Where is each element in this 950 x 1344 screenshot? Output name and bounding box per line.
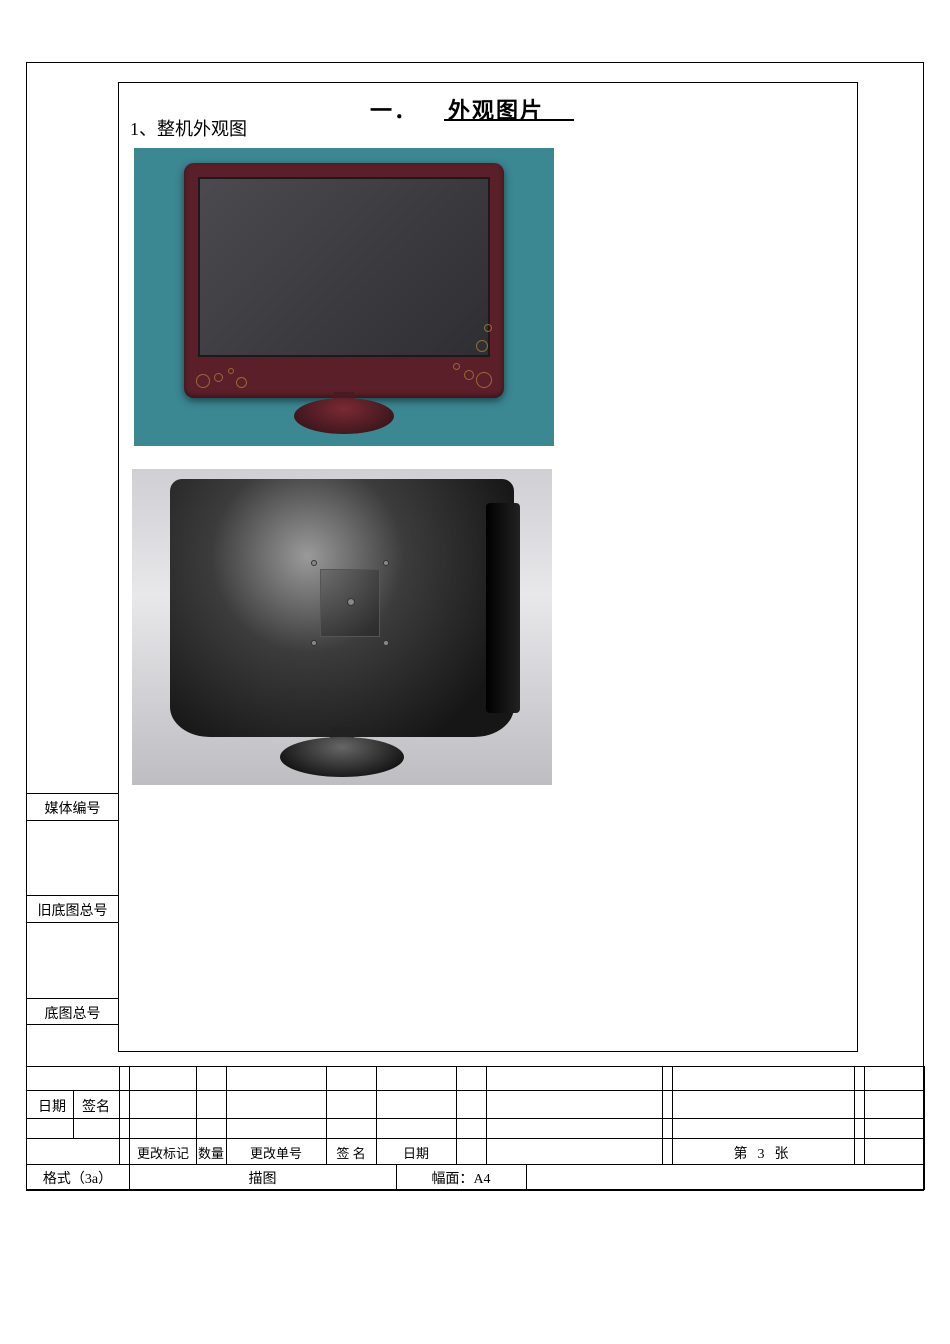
sidebar-media-no: 媒体编号 — [26, 793, 119, 822]
footer-date: 日期 — [376, 1143, 456, 1162]
footer-drawing: 描图 — [129, 1168, 396, 1188]
vesa-panel — [320, 569, 380, 637]
footer-date-label: 日期 — [32, 1096, 72, 1116]
side-io-panel — [486, 503, 520, 713]
section-number: 一． — [370, 98, 418, 123]
monitor-back-body — [170, 479, 514, 737]
frame-size: A4 — [473, 1172, 490, 1187]
frame-label: 幅面： — [431, 1172, 473, 1187]
footer-format: 格式（3a） — [26, 1168, 129, 1188]
decor-bubbles-right — [426, 352, 496, 392]
decor-bubbles-left — [192, 352, 262, 392]
title-underline — [444, 119, 574, 121]
monitor-frame — [184, 163, 504, 398]
footer-change-no: 更改单号 — [226, 1143, 326, 1162]
subsection-label: 1、整机外观图 — [130, 115, 247, 141]
page-suffix: 张 — [775, 1147, 799, 1162]
sidebar-old-base-no: 旧底图总号 — [26, 895, 119, 924]
footer-frame: 幅面：A4 — [396, 1168, 526, 1188]
monitor-stand — [294, 398, 394, 434]
footer-qty: 数量 — [196, 1143, 226, 1162]
footer-change-mark: 更改标记 — [132, 1143, 194, 1162]
footer-sign-label: 签名 — [76, 1096, 116, 1116]
footer-sign: 签 名 — [326, 1143, 376, 1162]
figure-front-view — [134, 148, 554, 446]
back-stand — [280, 737, 404, 777]
sidebar-base-no: 底图总号 — [26, 998, 119, 1027]
page-prefix: 第 — [734, 1147, 758, 1162]
footer-page-info: 第3张 — [686, 1143, 846, 1163]
figure-back-view — [132, 469, 552, 785]
footer-table: 日期 签名 更改标记 数量 更改单号 签 名 日期 第3张 格式（3a） 描图 … — [26, 1066, 924, 1190]
monitor-screen — [198, 177, 490, 357]
page-number: 3 — [758, 1147, 775, 1162]
